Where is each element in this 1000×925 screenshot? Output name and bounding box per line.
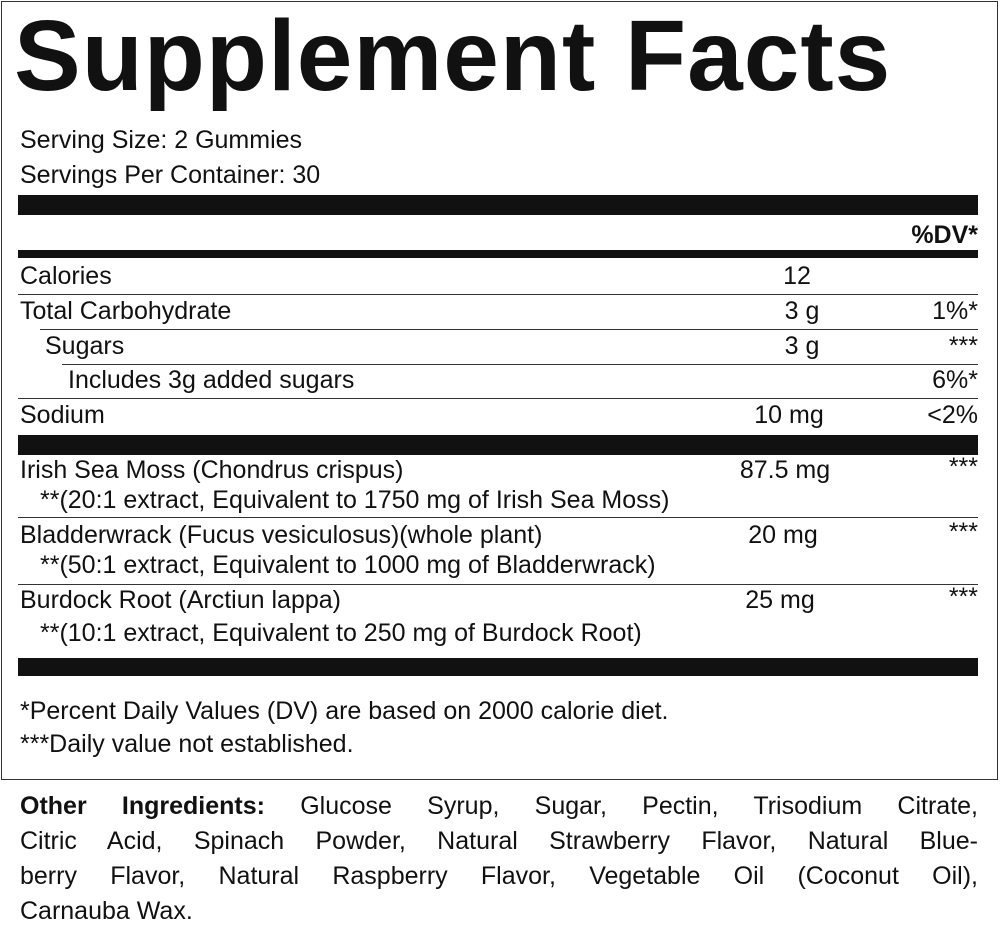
- footnote: *Percent Daily Values (DV) are based on …: [20, 697, 669, 725]
- other-ingredients: Other Ingredients: Glucose Syrup, Sugar,…: [20, 789, 978, 925]
- nutrient-amount: 12: [783, 262, 811, 290]
- nutrient-name: Sodium: [20, 401, 105, 429]
- ingredient-name: Burdock Root (Arctiun lappa): [20, 586, 341, 614]
- ingredient-dv: ***: [948, 518, 978, 546]
- serving-size: Serving Size: 2 Gummies: [20, 126, 303, 154]
- nutrient-amount: 3 g: [784, 332, 820, 360]
- nutrient-dv: <2%: [927, 401, 978, 429]
- nutrient-amount: 10 mg: [754, 401, 824, 429]
- row-line: [40, 329, 978, 330]
- facts-panel: [1, 1, 998, 780]
- ingredient-dv: ***: [948, 453, 978, 481]
- row-line: [18, 398, 978, 399]
- row-line: [18, 517, 978, 518]
- nutrient-name: Sugars: [45, 332, 125, 360]
- nutrient-dv: ***: [948, 332, 978, 360]
- nutrient-name: Total Carbohydrate: [20, 297, 232, 325]
- ingredient-amount: 87.5 mg: [739, 456, 831, 484]
- divider: [18, 250, 978, 258]
- divider: [18, 195, 978, 215]
- row-line: [18, 294, 978, 295]
- nutrient-dv: 6%*: [932, 366, 978, 394]
- ingredient-note: **(50:1 extract, Equivalent to 1000 mg o…: [40, 551, 656, 579]
- ingredient-amount: 20 mg: [748, 521, 818, 549]
- ingredient-note: **(20:1 extract, Equivalent to 1750 mg o…: [40, 486, 670, 514]
- ingredient-note: **(10:1 extract, Equivalent to 250 mg of…: [40, 619, 642, 647]
- row-line: [62, 364, 978, 365]
- servings-per-container: Servings Per Container: 30: [20, 161, 321, 189]
- divider: [18, 658, 978, 676]
- other-ingredients-label: Other Ingredients:: [20, 792, 265, 820]
- title: Supplement Facts: [14, 0, 892, 112]
- ingredients-text: Glucose Syrup, Sugar, Pectin, Trisodium …: [300, 792, 978, 820]
- ingredient-amount: 25 mg: [745, 586, 815, 614]
- divider: [18, 435, 978, 455]
- ingredients-line: Carnauba Wax.: [20, 897, 193, 925]
- row-line: [18, 584, 978, 585]
- footnote: ***Daily value not established.: [20, 730, 354, 758]
- ingredients-line: Citric Acid, Spinach Powder, Natural Str…: [20, 827, 978, 855]
- ingredients-line: Other Ingredients: Glucose Syrup, Sugar,…: [20, 789, 978, 824]
- ingredient-name: Irish Sea Moss (Chondrus crispus): [20, 456, 404, 484]
- ingredients-line: berry Flavor, Natural Raspberry Flavor, …: [20, 862, 978, 890]
- nutrient-amount: 3 g: [784, 297, 820, 325]
- nutrient-name: Calories: [20, 262, 112, 290]
- nutrient-dv: 1%*: [932, 297, 978, 325]
- nutrient-name: Includes 3g added sugars: [68, 366, 355, 394]
- ingredient-name: Bladderwrack (Fucus vesiculosus)(whole p…: [20, 521, 543, 549]
- ingredient-dv: ***: [948, 583, 978, 611]
- dv-header: %DV*: [911, 221, 978, 249]
